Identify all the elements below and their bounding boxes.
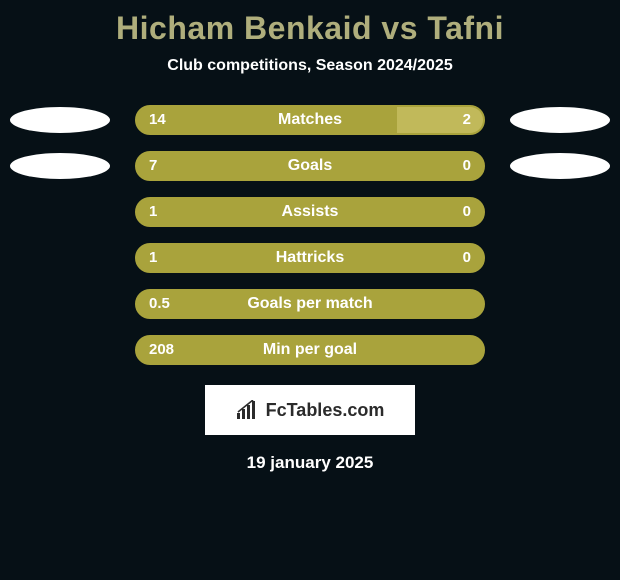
subtitle: Club competitions, Season 2024/2025 <box>0 57 620 75</box>
stat-value-right: 0 <box>463 245 471 271</box>
stat-bar: Goals per match0.5 <box>135 289 485 319</box>
stat-value-left: 1 <box>149 245 157 271</box>
stat-bar: Matches14 2 <box>135 105 485 135</box>
site-logo-text: FcTables.com <box>266 400 385 421</box>
stat-row: Assists1 0 <box>0 197 620 227</box>
stat-value-left: 0.5 <box>149 291 170 317</box>
stat-label: Hattricks <box>137 245 483 271</box>
comparison-card: Hicham Benkaid vs Tafni Club competition… <box>0 0 620 580</box>
stat-bar: Assists1 0 <box>135 197 485 227</box>
stat-bar: Min per goal208 <box>135 335 485 365</box>
player-right-ellipse <box>510 107 610 133</box>
stat-label: Goals <box>137 153 483 179</box>
date-text: 19 january 2025 <box>0 453 620 473</box>
stat-row: Goals7 0 <box>0 151 620 181</box>
stat-row: Hattricks1 0 <box>0 243 620 273</box>
stat-bar: Goals7 0 <box>135 151 485 181</box>
stat-row: Min per goal208 <box>0 335 620 365</box>
stat-value-left: 14 <box>149 107 166 133</box>
stat-row: Matches14 2 <box>0 105 620 135</box>
site-logo[interactable]: FcTables.com <box>205 385 415 435</box>
stat-label: Min per goal <box>137 337 483 363</box>
stat-value-right: 2 <box>463 107 471 133</box>
stat-value-left: 208 <box>149 337 174 363</box>
stat-value-left: 1 <box>149 199 157 225</box>
stat-value-left: 7 <box>149 153 157 179</box>
stat-value-right: 0 <box>463 153 471 179</box>
bar-chart-icon <box>236 400 260 420</box>
stat-label: Assists <box>137 199 483 225</box>
stat-label: Matches <box>137 107 483 133</box>
player-left-ellipse <box>10 107 110 133</box>
player-right-ellipse <box>510 153 610 179</box>
stat-label: Goals per match <box>137 291 483 317</box>
stat-bar: Hattricks1 0 <box>135 243 485 273</box>
stat-row: Goals per match0.5 <box>0 289 620 319</box>
stat-value-right: 0 <box>463 199 471 225</box>
page-title: Hicham Benkaid vs Tafni <box>0 10 620 47</box>
stat-rows: Matches142Goals70Assists10Hattricks10Goa… <box>0 105 620 365</box>
player-left-ellipse <box>10 153 110 179</box>
